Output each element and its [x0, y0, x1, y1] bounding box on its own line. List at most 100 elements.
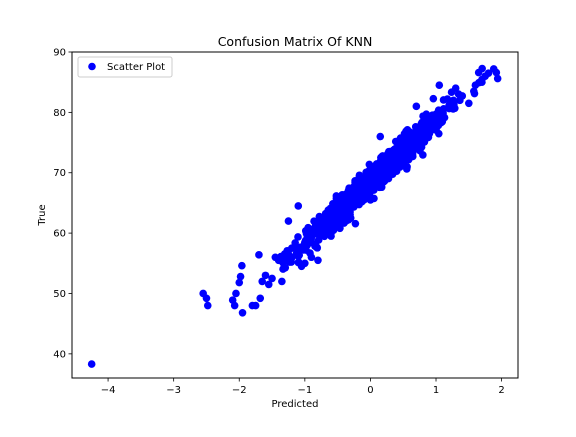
legend-box [77, 56, 173, 78]
scatter-point [332, 192, 341, 200]
scatter-point [377, 183, 386, 192]
x-tick-label: 2 [498, 385, 504, 396]
y-tick-label: 50 [53, 289, 66, 300]
scatter-point [403, 163, 411, 171]
scatter-point [300, 239, 309, 247]
scatter-point [493, 74, 502, 83]
plot-frame [71, 51, 519, 379]
scatter-point [400, 143, 409, 152]
x-tick-label: −4 [101, 385, 116, 396]
scatter-point [264, 280, 273, 289]
scatter-point [385, 168, 393, 177]
scatter-point [287, 244, 296, 252]
scatter-point [471, 81, 480, 89]
scatter-point [202, 294, 211, 303]
chart-title: Confusion Matrix Of KNN [218, 34, 373, 49]
scatter-point [261, 271, 270, 280]
x-tick-label: 0 [367, 385, 373, 396]
scatter-point [465, 99, 473, 108]
scatter-point [327, 232, 335, 240]
scatter-point [470, 89, 479, 98]
scatter-point [478, 78, 486, 86]
y-tick-label: 40 [53, 349, 66, 360]
scatter-point [332, 201, 341, 210]
x-tick-label: −3 [166, 385, 181, 396]
y-tick-label: 80 [53, 108, 66, 119]
scatter-point [401, 132, 410, 140]
scatter-point [432, 111, 441, 120]
scatter-point [302, 229, 311, 238]
scatter-point [412, 102, 421, 111]
scatter-point [314, 236, 323, 244]
scatter-point [333, 220, 342, 228]
x-tick-label: −1 [297, 385, 312, 396]
scatter-point [418, 118, 427, 127]
scatter-point [87, 360, 96, 368]
y-axis-label: True [37, 204, 48, 226]
x-axis-label: Predicted [272, 399, 319, 410]
scatter-point [281, 253, 289, 262]
scatter-point [370, 186, 378, 194]
scatter-point [278, 277, 286, 286]
scatter-point [351, 219, 360, 228]
scatter-point [314, 256, 322, 265]
scatter-point [307, 253, 316, 262]
scatter-point [294, 233, 302, 241]
scatter-point [346, 214, 355, 222]
scatter-point [376, 162, 384, 170]
scatter-point [458, 92, 467, 100]
scatter-point [235, 278, 244, 287]
scatter-point [360, 181, 368, 189]
legend: Scatter Plot [77, 56, 173, 78]
scatter-point [294, 252, 303, 261]
legend-label: Scatter Plot [107, 62, 165, 73]
scatter-point [415, 140, 423, 149]
scatter-point [416, 146, 424, 155]
scatter-point [403, 125, 412, 134]
scatter-point [232, 289, 240, 298]
scatter-point [274, 256, 283, 265]
scatter-point [390, 160, 398, 168]
x-tick-label: 1 [433, 385, 439, 396]
scatter-point [238, 309, 247, 317]
scatter-point [323, 209, 332, 217]
y-tick-label: 70 [53, 168, 66, 179]
scatter-point [256, 294, 265, 303]
scatter-point [435, 81, 444, 89]
y-tick-label: 90 [53, 48, 66, 59]
scatter-point [407, 138, 416, 147]
scatter-point [251, 301, 260, 310]
scatter-point [399, 151, 408, 159]
scatter-point [366, 196, 375, 204]
scatter-point [450, 98, 458, 106]
scatter-point [376, 132, 385, 141]
scatter-point [344, 186, 353, 195]
scatter-point [313, 243, 321, 252]
scatter-point [443, 95, 452, 103]
scatter-point [299, 246, 308, 254]
scatter-point [281, 263, 290, 272]
scatter-point [203, 301, 212, 310]
scatter-point [369, 163, 378, 171]
scatter-point [268, 274, 276, 283]
scatter-point [474, 68, 483, 77]
scatter-point [438, 117, 447, 126]
scatter-point [425, 129, 434, 138]
scatter-point [255, 251, 263, 259]
scatter-point [408, 152, 416, 161]
scatter-point [258, 277, 267, 286]
scatter-point [353, 184, 362, 192]
scatter-point [439, 104, 448, 113]
scatter-point [230, 301, 239, 310]
scatter-point [238, 261, 246, 270]
legend-marker [88, 62, 96, 71]
y-axis: 40 50 60 70 80 90 [53, 48, 72, 360]
x-axis: −4 −3 −2 −1 0 1 2 [101, 378, 505, 396]
scatter-point [433, 117, 441, 126]
scatter-point [315, 219, 323, 228]
scatter-point [386, 147, 394, 156]
scatter-point [284, 217, 293, 225]
scatter-point [451, 84, 460, 93]
scatter-point [371, 177, 380, 186]
